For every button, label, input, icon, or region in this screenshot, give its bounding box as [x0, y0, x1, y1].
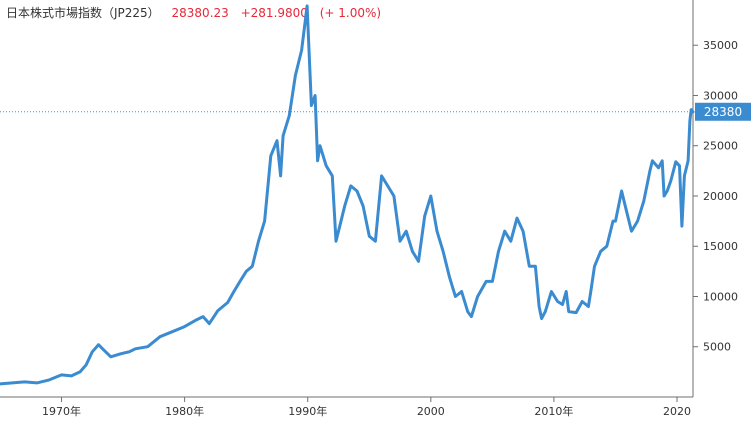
- price-change-percent: (+ 1.00%): [319, 6, 382, 20]
- y-tick-label: 5000: [703, 341, 731, 354]
- x-tick-label: 2020: [663, 405, 691, 418]
- chart-series: [0, 4, 695, 386]
- index-price-line: [0, 4, 695, 386]
- x-tick-label: 2000: [417, 405, 445, 418]
- chart-overlay: 28380: [0, 102, 751, 121]
- y-tick-label: 30000: [703, 89, 738, 102]
- x-tick-label: 1990年: [288, 404, 327, 418]
- index-title: 日本株式市場指数（JP225）: [6, 6, 160, 20]
- x-tick-label: 1980年: [165, 404, 204, 418]
- current-price-badge: [695, 102, 751, 121]
- quote-header: 日本株式市場指数（JP225） 28380.23 +281.9800 (+ 1.…: [6, 4, 381, 21]
- y-tick-label: 25000: [703, 140, 738, 153]
- y-tick-label: 15000: [703, 240, 738, 253]
- price-change: +281.9800: [240, 6, 308, 20]
- y-tick-label: 10000: [703, 290, 738, 303]
- y-tick-label: 20000: [703, 190, 738, 203]
- x-tick-label: 2010年: [534, 404, 573, 418]
- x-tick-label: 1970年: [42, 404, 81, 418]
- last-price: 28380.23: [171, 6, 229, 20]
- current-price-label: 28380: [704, 105, 742, 119]
- chart-axes: 5000 10000 15000 20000 25000 30000 35000 1970年 1…: [0, 0, 738, 418]
- y-tick-label: 35000: [703, 39, 738, 52]
